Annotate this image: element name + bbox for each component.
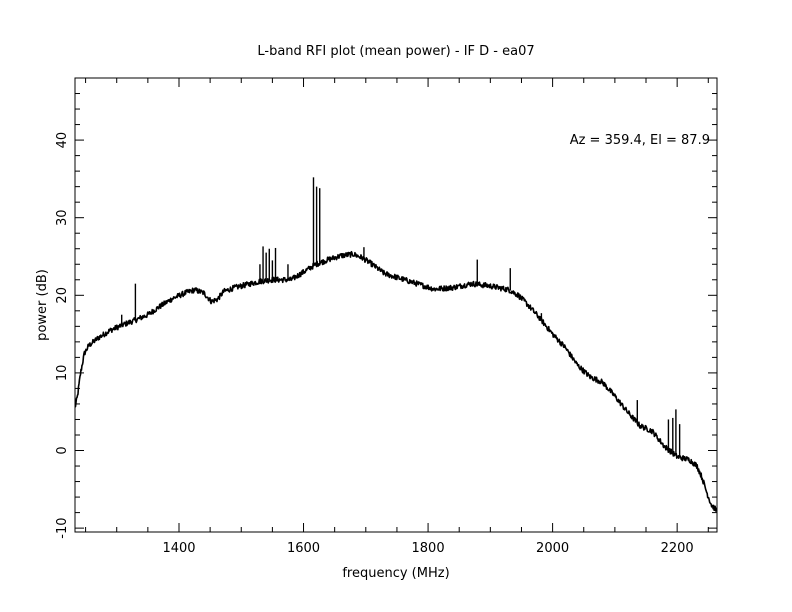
y-axis-label: power (dB) — [35, 269, 50, 341]
x-tick-label: 1800 — [412, 541, 445, 556]
y-tick-label: 40 — [55, 132, 70, 149]
y-tick-label: 0 — [55, 446, 70, 454]
x-tick-label: 1600 — [287, 541, 320, 556]
chart-title: L-band RFI plot (mean power) - IF D - ea… — [257, 44, 534, 59]
x-axis-label: frequency (MHz) — [342, 566, 449, 581]
x-tick-label: 2000 — [536, 541, 569, 556]
azimuth-elevation-annotation: Az = 359.4, El = 87.9 — [570, 133, 710, 148]
y-tick-label: 30 — [55, 209, 70, 226]
y-tick-label: -10 — [55, 518, 70, 539]
tick-labels: 1400 1600 1800 2000 2200 -10 0 10 20 30 40 — [55, 132, 694, 556]
axis-ticks — [75, 77, 717, 532]
y-tick-label: 20 — [55, 287, 70, 304]
plot-border — [74, 77, 718, 533]
rfi-spikes — [121, 177, 681, 458]
y-tick-label: 10 — [55, 365, 70, 382]
x-tick-label: 2200 — [661, 541, 694, 556]
plot-frame — [74, 77, 718, 533]
power-series-line — [74, 250, 718, 512]
x-tick-label: 1400 — [162, 541, 195, 556]
